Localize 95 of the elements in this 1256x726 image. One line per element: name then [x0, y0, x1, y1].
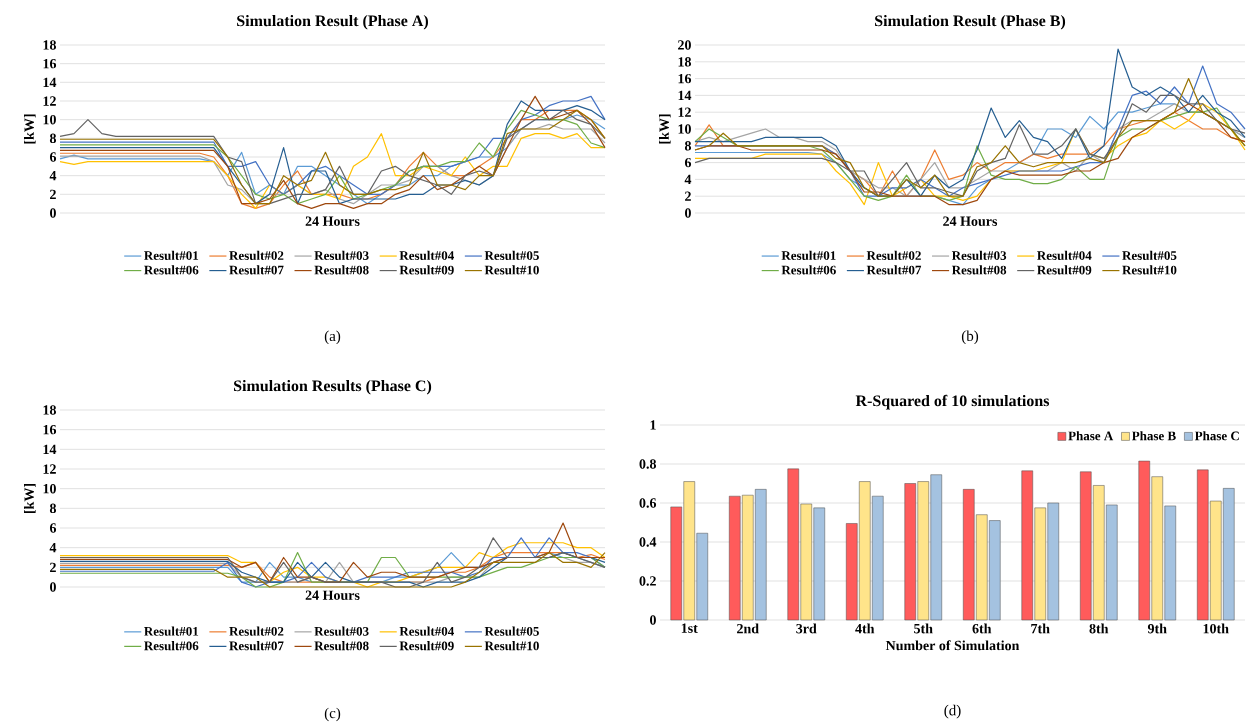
y-tick-label: 6 — [49, 152, 57, 162]
legend-label: Result#10 — [1122, 265, 1177, 275]
x-tick-label: 9th — [1147, 623, 1167, 634]
chart-title: Simulation Result (Phase B) — [875, 14, 1066, 30]
x-axis-title: Number of Simulation — [885, 640, 1020, 651]
y-axis-title: [kW] — [24, 114, 36, 144]
legend-label: Result#07 — [866, 265, 922, 275]
x-tick-label: 10th — [1203, 623, 1229, 634]
x-tick-label: 3rd — [796, 623, 817, 634]
chart-title: Simulation Result (Phase A) — [237, 14, 428, 30]
legend-label: Result#09 — [399, 265, 454, 275]
y-axis-title: [kW] — [24, 483, 36, 514]
x-tick-label: 7th — [1031, 623, 1050, 634]
y-tick-label: 0 — [50, 208, 56, 218]
y-tick-label: 16 — [43, 424, 57, 435]
y-tick-label: 14 — [43, 77, 57, 87]
x-tick-label: 5th — [914, 623, 933, 634]
x-tick-label: 4th — [855, 623, 875, 634]
y-tick-label: 10 — [43, 483, 56, 494]
y-tick-label: 12 — [43, 464, 56, 474]
legend-label: Result#06 — [144, 265, 199, 275]
y-tick-label: 10 — [678, 124, 691, 134]
y-tick-label: 0.6 — [639, 498, 657, 508]
x-axis-title: 24 Hours — [305, 590, 360, 600]
text: (a) — [324, 330, 341, 345]
y-tick-label: 20 — [678, 40, 691, 50]
y-tick-label: 18 — [43, 40, 57, 50]
y-tick-label: 10 — [43, 114, 56, 125]
legend-label: Result#02 — [229, 250, 284, 260]
y-tick-label: 4 — [684, 174, 692, 184]
y-tick-label: 4 — [49, 171, 57, 181]
y-tick-label: 16 — [678, 73, 692, 84]
x-tick-label: 1st — [681, 623, 698, 633]
legend-label: Result#10 — [484, 641, 539, 651]
legend-label: Phase B — [1131, 431, 1176, 441]
legend-label: Phase A — [1068, 431, 1114, 441]
y-tick-label: 6 — [684, 157, 692, 168]
x-tick-label: 6th — [972, 623, 992, 634]
legend-label: Result#06 — [781, 265, 836, 275]
x-axis-title: 24 Hours — [943, 216, 998, 226]
legend-label: Result#04 — [399, 250, 454, 260]
legend-label: Result#04 — [1037, 250, 1092, 260]
legend-label: Result#09 — [399, 641, 454, 651]
legend-label: Result#08 — [314, 641, 369, 651]
text: (d) — [944, 704, 961, 719]
legend-label: Result#03 — [314, 626, 369, 636]
chart-title: R-Squared of 10 simulations — [855, 394, 1050, 410]
legend-label: Result#01 — [144, 250, 199, 260]
legend-label: Result#08 — [314, 265, 369, 275]
legend-label: Result#06 — [144, 641, 199, 651]
legend-label: Result#02 — [229, 626, 284, 636]
y-axis-title: [kW] — [659, 114, 671, 144]
y-tick-label: 0.2 — [639, 576, 656, 586]
legend-label: Result#03 — [314, 250, 369, 260]
y-tick-label: 18 — [43, 405, 57, 415]
y-tick-label: 0.4 — [639, 537, 657, 547]
y-tick-label: 0 — [50, 582, 56, 592]
legend-label: Result#01 — [781, 250, 836, 260]
x-axis-title: 24 Hours — [305, 216, 360, 226]
legend-label: Result#08 — [951, 265, 1007, 275]
legend-label: Result#01 — [144, 626, 199, 636]
y-tick-label: 2 — [685, 191, 691, 201]
legend-label: Result#02 — [866, 250, 921, 260]
legend-label: Result#05 — [484, 250, 539, 260]
legend-label: Result#07 — [229, 641, 284, 651]
legend-label: Result#07 — [229, 265, 284, 275]
x-tick-label: 8th — [1089, 623, 1109, 634]
y-tick-label: 2 — [50, 562, 56, 572]
y-tick-label: 16 — [43, 58, 57, 69]
legend-label: Result#10 — [484, 265, 539, 275]
y-tick-label: 2 — [50, 189, 56, 199]
y-tick-label: 14 — [678, 90, 692, 101]
chart-title: Simulation Results (Phase C) — [234, 379, 432, 395]
y-tick-label: 18 — [678, 57, 692, 67]
legend-label: Result#05 — [1122, 250, 1177, 260]
text: (c) — [324, 707, 341, 722]
y-tick-label: 4 — [49, 543, 57, 553]
legend-label: Result#03 — [951, 250, 1007, 260]
y-tick-label: 0 — [685, 208, 691, 218]
legend-label: Result#09 — [1037, 265, 1092, 275]
y-tick-label: 12 — [43, 96, 56, 106]
legend-label: Result#05 — [484, 626, 539, 636]
y-tick-label: 0.8 — [639, 459, 657, 469]
x-tick-label: 2nd — [737, 623, 759, 634]
y-tick-label: 6 — [49, 523, 57, 533]
legend-label: Phase C — [1194, 431, 1239, 441]
y-tick-label: 8 — [49, 133, 57, 144]
y-tick-label: 14 — [43, 444, 57, 454]
y-tick-label: 8 — [684, 141, 692, 151]
text: (b) — [961, 330, 979, 345]
legend-label: Result#04 — [399, 626, 454, 636]
y-tick-label: 8 — [49, 503, 57, 514]
y-tick-label: 12 — [678, 107, 691, 117]
y-tick-label: 0 — [650, 615, 656, 625]
y-tick-label: 1 — [650, 420, 656, 430]
